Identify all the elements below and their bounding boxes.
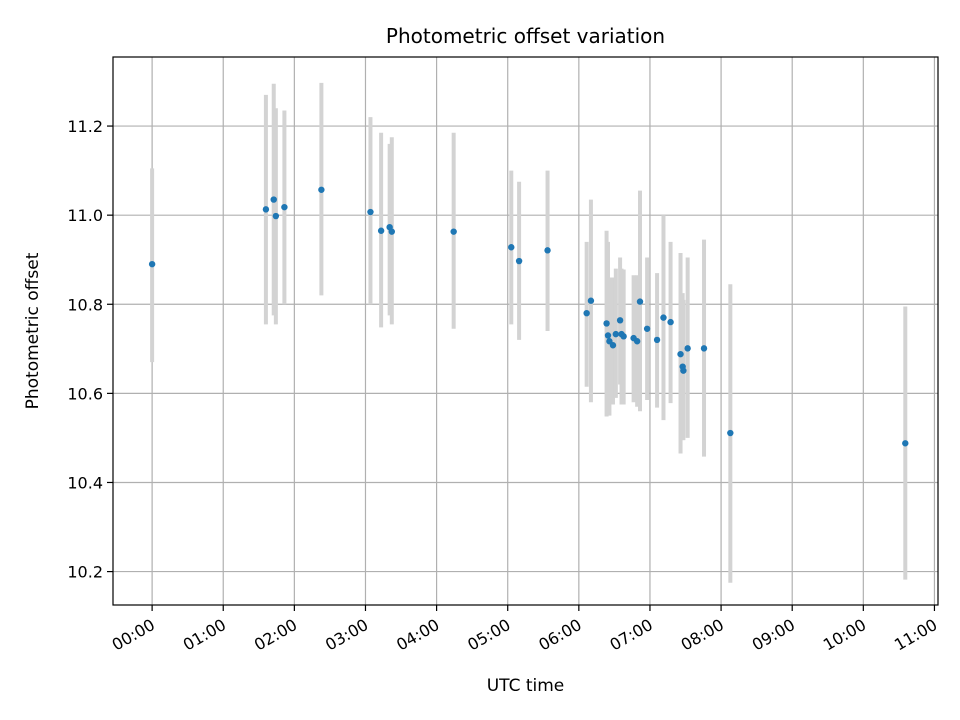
data-point: [660, 314, 667, 321]
data-point: [636, 298, 644, 305]
data-point: [667, 318, 674, 326]
grid-lines: [113, 57, 938, 605]
y-tick-label: 10.8: [67, 295, 103, 314]
data-point: [377, 227, 385, 234]
data-point: [677, 350, 684, 358]
chart-title: Photometric offset variation: [386, 24, 665, 48]
data-point: [587, 297, 595, 304]
data-point: [616, 317, 624, 324]
y-tick-label: 11.0: [67, 206, 103, 225]
data-point: [653, 336, 661, 344]
data-point: [508, 244, 515, 251]
data-point: [620, 333, 627, 340]
data-point: [684, 345, 691, 352]
data-point: [148, 260, 156, 268]
data-point: [902, 440, 909, 447]
data-point: [609, 342, 617, 349]
data-point: [700, 345, 708, 352]
plot-frame: [112, 56, 939, 606]
y-tick-label: 10.4: [67, 473, 103, 492]
data-point: [680, 367, 687, 374]
data-point: [633, 338, 641, 345]
data-point: [281, 203, 288, 211]
data-point: [262, 206, 270, 213]
data-points: [148, 186, 909, 447]
data-point: [583, 309, 590, 317]
data-point: [388, 228, 395, 235]
data-point: [367, 208, 374, 216]
data-point: [318, 186, 325, 193]
data-point: [603, 320, 610, 327]
data-point: [643, 325, 651, 332]
y-axis-label: Photometric offset: [23, 252, 43, 409]
data-point: [727, 429, 734, 437]
y-tick-label: 11.2: [67, 117, 103, 136]
data-point: [612, 330, 620, 338]
data-point: [272, 212, 280, 220]
data-point: [604, 332, 612, 339]
data-point: [515, 257, 523, 265]
x-axis-label: UTC time: [487, 676, 565, 696]
data-point: [270, 196, 277, 203]
y-tick-label: 10.2: [67, 563, 103, 582]
y-tick-label: 10.6: [67, 384, 103, 403]
data-point: [544, 247, 551, 254]
data-point: [450, 228, 457, 235]
